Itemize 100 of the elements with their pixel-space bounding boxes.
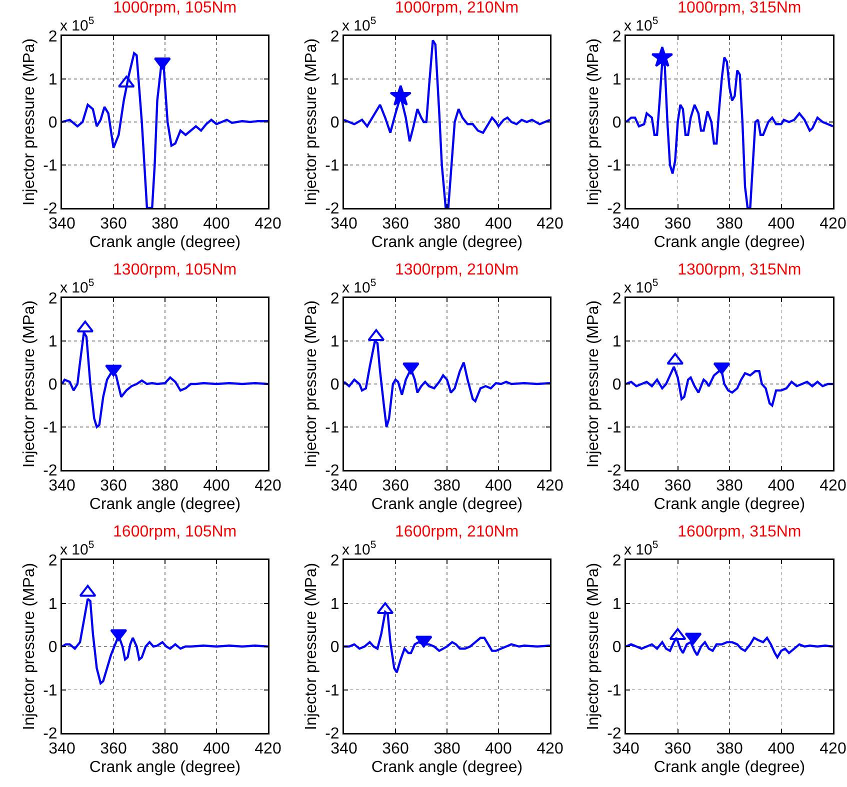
y-tick-label: 0 xyxy=(330,114,340,132)
x-axis-title: Crank angle (degree) xyxy=(654,496,806,514)
y-tick-label: 2 xyxy=(612,290,622,308)
y-tick-label: -1 xyxy=(325,158,340,175)
y-tick-label: -1 xyxy=(325,420,340,437)
y-tick-label: 2 xyxy=(330,28,340,46)
y-tick-label: -1 xyxy=(607,682,622,700)
y-axis-title: Injector pressure (MPa) xyxy=(303,38,320,206)
y-tick-label: -2 xyxy=(325,200,340,218)
y-tick-label: -2 xyxy=(325,726,340,743)
chart-title: 1600rpm, 315Nm xyxy=(678,524,802,541)
text: x 10$^{5}$ xyxy=(60,277,94,296)
y-axis-title: Injector pressure (MPa) xyxy=(303,562,320,730)
x-tick-label: 400 xyxy=(768,216,795,233)
x-tick-label: 400 xyxy=(768,740,795,758)
x-tick-label: 360 xyxy=(664,478,692,495)
x-tick-label: 400 xyxy=(485,478,512,495)
text: x 10$^{5}$ xyxy=(342,539,376,558)
x-tick-label: 420 xyxy=(536,216,564,233)
x-tick-label: 400 xyxy=(203,216,230,233)
chart-title: 1300rpm, 315Nm xyxy=(678,262,802,279)
text: x 10$^{5}$ xyxy=(624,539,658,558)
y-axis-title: Injector pressure (MPa) xyxy=(21,562,38,730)
x-tick-label: 340 xyxy=(330,478,358,495)
y-tick-label: -1 xyxy=(43,420,58,437)
y-tick-label: 1 xyxy=(612,72,622,89)
y-tick-label: 2 xyxy=(330,552,340,570)
x-tick-label: 380 xyxy=(434,740,460,758)
x-tick-label: 380 xyxy=(716,216,743,233)
y-tick-label: 2 xyxy=(330,290,340,308)
x-tick-label: 420 xyxy=(820,216,846,233)
text: x 10$^{5}$ xyxy=(60,15,94,34)
x-tick-label: 420 xyxy=(820,740,846,758)
y-tick-label: -2 xyxy=(607,726,622,743)
x-tick-label: 380 xyxy=(152,216,178,233)
x-tick-label: 400 xyxy=(485,740,512,758)
y-tick-label: -2 xyxy=(43,726,58,743)
x-tick-label: 340 xyxy=(330,740,358,758)
x-axis-title: Crank angle (degree) xyxy=(371,234,523,252)
x-axis-title: Crank angle (degree) xyxy=(89,496,241,514)
x-tick-label: 400 xyxy=(768,478,795,495)
x-tick-label: 360 xyxy=(382,216,409,233)
y-tick-label: 0 xyxy=(48,114,58,132)
chart-title: 1600rpm, 105Nm xyxy=(113,524,237,541)
chart-title: 1000rpm, 210Nm xyxy=(395,0,519,17)
y-tick-label: 0 xyxy=(48,639,58,656)
y-tick-label: 0 xyxy=(612,114,622,132)
y-tick-label: 0 xyxy=(330,376,340,394)
text: x 10$^{5}$ xyxy=(624,277,658,296)
line-series xyxy=(62,52,268,208)
y-tick-label: -1 xyxy=(43,682,58,700)
x-tick-label: 340 xyxy=(612,216,640,233)
chart-title: 1600rpm, 210Nm xyxy=(395,524,519,541)
x-tick-label: 340 xyxy=(48,478,76,495)
y-axis-title: Injector pressure (MPa) xyxy=(303,300,320,468)
x-tick-label: 380 xyxy=(716,478,743,495)
y-tick-label: -1 xyxy=(325,682,340,700)
y-tick-label: 1 xyxy=(330,334,340,351)
x-tick-label: 360 xyxy=(100,478,127,495)
y-tick-label: -2 xyxy=(607,200,622,218)
x-tick-label: 420 xyxy=(254,478,282,495)
chart-title: 1000rpm, 105Nm xyxy=(113,0,237,17)
x-axis-title: Crank angle (degree) xyxy=(89,234,241,252)
x-tick-label: 420 xyxy=(254,740,282,758)
chart-title: 1300rpm, 105Nm xyxy=(113,262,237,279)
y-tick-label: 0 xyxy=(612,376,622,394)
x-tick-label: 420 xyxy=(536,740,564,758)
y-tick-label: -2 xyxy=(43,200,58,218)
x-tick-label: 360 xyxy=(100,216,127,233)
x-tick-label: 340 xyxy=(48,740,76,758)
x-axis-title: Crank angle (degree) xyxy=(89,759,241,776)
y-tick-label: -1 xyxy=(607,420,622,437)
x-tick-label: 360 xyxy=(382,478,409,495)
y-tick-label: 1 xyxy=(612,596,622,613)
y-tick-label: 0 xyxy=(330,639,340,656)
x-tick-label: 380 xyxy=(434,216,460,233)
y-tick-label: 1 xyxy=(48,596,58,613)
x-tick-label: 400 xyxy=(485,216,512,233)
y-tick-label: 1 xyxy=(330,72,340,89)
x-axis-title: Crank angle (degree) xyxy=(371,759,523,776)
x-tick-label: 380 xyxy=(716,740,743,758)
x-tick-label: 360 xyxy=(100,740,127,758)
text: x 10$^{5}$ xyxy=(342,15,376,34)
y-tick-label: 2 xyxy=(612,28,622,46)
x-axis-title: Crank angle (degree) xyxy=(654,759,806,776)
text: x 10$^{5}$ xyxy=(60,539,94,558)
y-tick-label: 0 xyxy=(612,639,622,656)
y-tick-label: 2 xyxy=(612,552,622,570)
y-axis-title: Injector pressure (MPa) xyxy=(585,38,602,206)
y-tick-label: -2 xyxy=(325,462,340,480)
x-tick-label: 360 xyxy=(664,740,692,758)
x-tick-label: 360 xyxy=(382,740,409,758)
x-tick-label: 340 xyxy=(330,216,358,233)
y-axis-title: Injector pressure (MPa) xyxy=(21,38,38,206)
x-tick-label: 420 xyxy=(536,478,564,495)
x-tick-label: 380 xyxy=(152,740,178,758)
y-tick-label: 0 xyxy=(48,376,58,394)
y-tick-label: 1 xyxy=(612,334,622,351)
text: x 10$^{5}$ xyxy=(624,15,658,34)
x-tick-label: 340 xyxy=(612,740,640,758)
